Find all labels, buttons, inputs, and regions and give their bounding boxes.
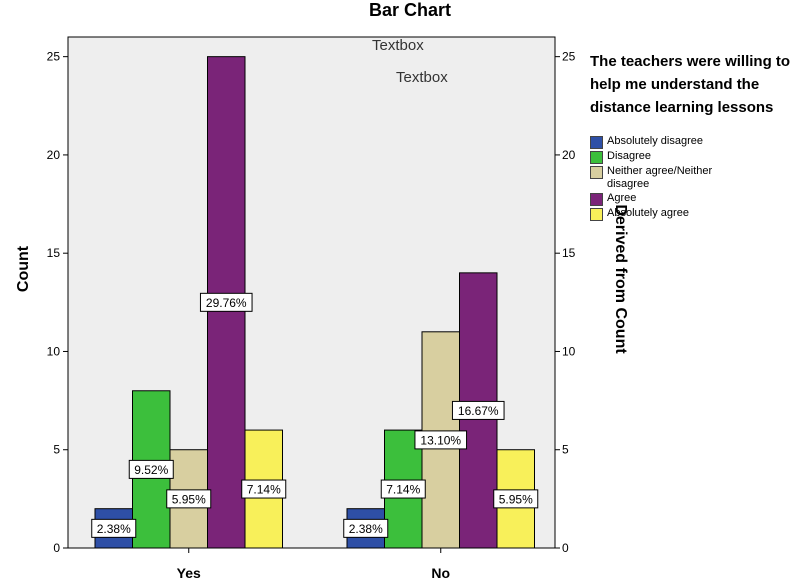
textbox: Textbox (372, 37, 424, 54)
y-tick-label-left: 15 (47, 246, 61, 260)
legend: The teachers were willing to help me und… (590, 50, 800, 222)
data-label: 2.38% (349, 522, 383, 536)
y-tick-label-left: 25 (47, 50, 61, 64)
data-label: 2.38% (97, 522, 131, 536)
data-label: 29.76% (206, 296, 247, 310)
y-tick-label-right: 5 (562, 443, 569, 457)
legend-item: Absolutely agree (590, 207, 800, 221)
data-label-box (199, 292, 253, 312)
data-label: 7.14% (247, 483, 281, 497)
data-label: 5.95% (499, 492, 533, 506)
x-tick-label: No (431, 565, 450, 581)
legend-item: Neither agree/Neither disagree (590, 165, 800, 191)
y-axis-label-left: Count (15, 245, 32, 293)
data-label: 9.52% (134, 463, 168, 477)
legend-label: Absolutely agree (607, 207, 689, 219)
y-tick-label-right: 25 (562, 50, 576, 64)
data-label-box (91, 518, 137, 538)
legend-swatch (590, 166, 603, 179)
legend-swatch (590, 136, 603, 149)
data-label-box (128, 459, 174, 479)
legend-item: Disagree (590, 150, 800, 164)
legend-label: Neither agree/Neither disagree (607, 165, 713, 190)
data-label: 16.67% (458, 404, 499, 418)
data-label-box (343, 518, 389, 538)
y-tick-label-left: 20 (47, 148, 61, 162)
data-label-box (166, 489, 212, 509)
legend-label: Disagree (607, 150, 652, 162)
y-tick-label-left: 10 (47, 344, 61, 358)
legend-title: The teachers were willing to help me und… (590, 53, 791, 116)
legend-swatch (590, 151, 603, 164)
data-label-box (414, 430, 468, 450)
y-tick-label-right: 15 (562, 246, 576, 260)
legend-label: Agree (607, 192, 637, 204)
y-tick-label-right: 20 (562, 148, 576, 162)
legend-swatch (590, 208, 603, 221)
legend-label: Absolutely disagree (607, 135, 704, 147)
y-tick-label-right: 0 (562, 541, 569, 555)
data-label-box (241, 479, 287, 499)
data-label: 13.10% (420, 433, 461, 447)
data-label-box (493, 489, 539, 509)
y-tick-label-left: 0 (53, 541, 60, 555)
data-label: 5.95% (172, 492, 206, 506)
legend-items: Absolutely disagree Disagree Neither agree… (590, 135, 800, 221)
legend-item: Absolutely disagree (590, 135, 800, 149)
chart-title: Bar Chart (368, 0, 452, 20)
data-label-box (451, 400, 505, 420)
legend-swatch (590, 193, 603, 206)
textbox: Textbox (396, 69, 448, 86)
data-label: 7.14% (386, 483, 420, 497)
data-label-box (380, 479, 426, 499)
y-tick-label-left: 5 (53, 443, 60, 457)
y-tick-label-right: 10 (562, 344, 576, 358)
legend-item: Agree (590, 192, 800, 206)
x-tick-label: Yes (177, 565, 201, 581)
